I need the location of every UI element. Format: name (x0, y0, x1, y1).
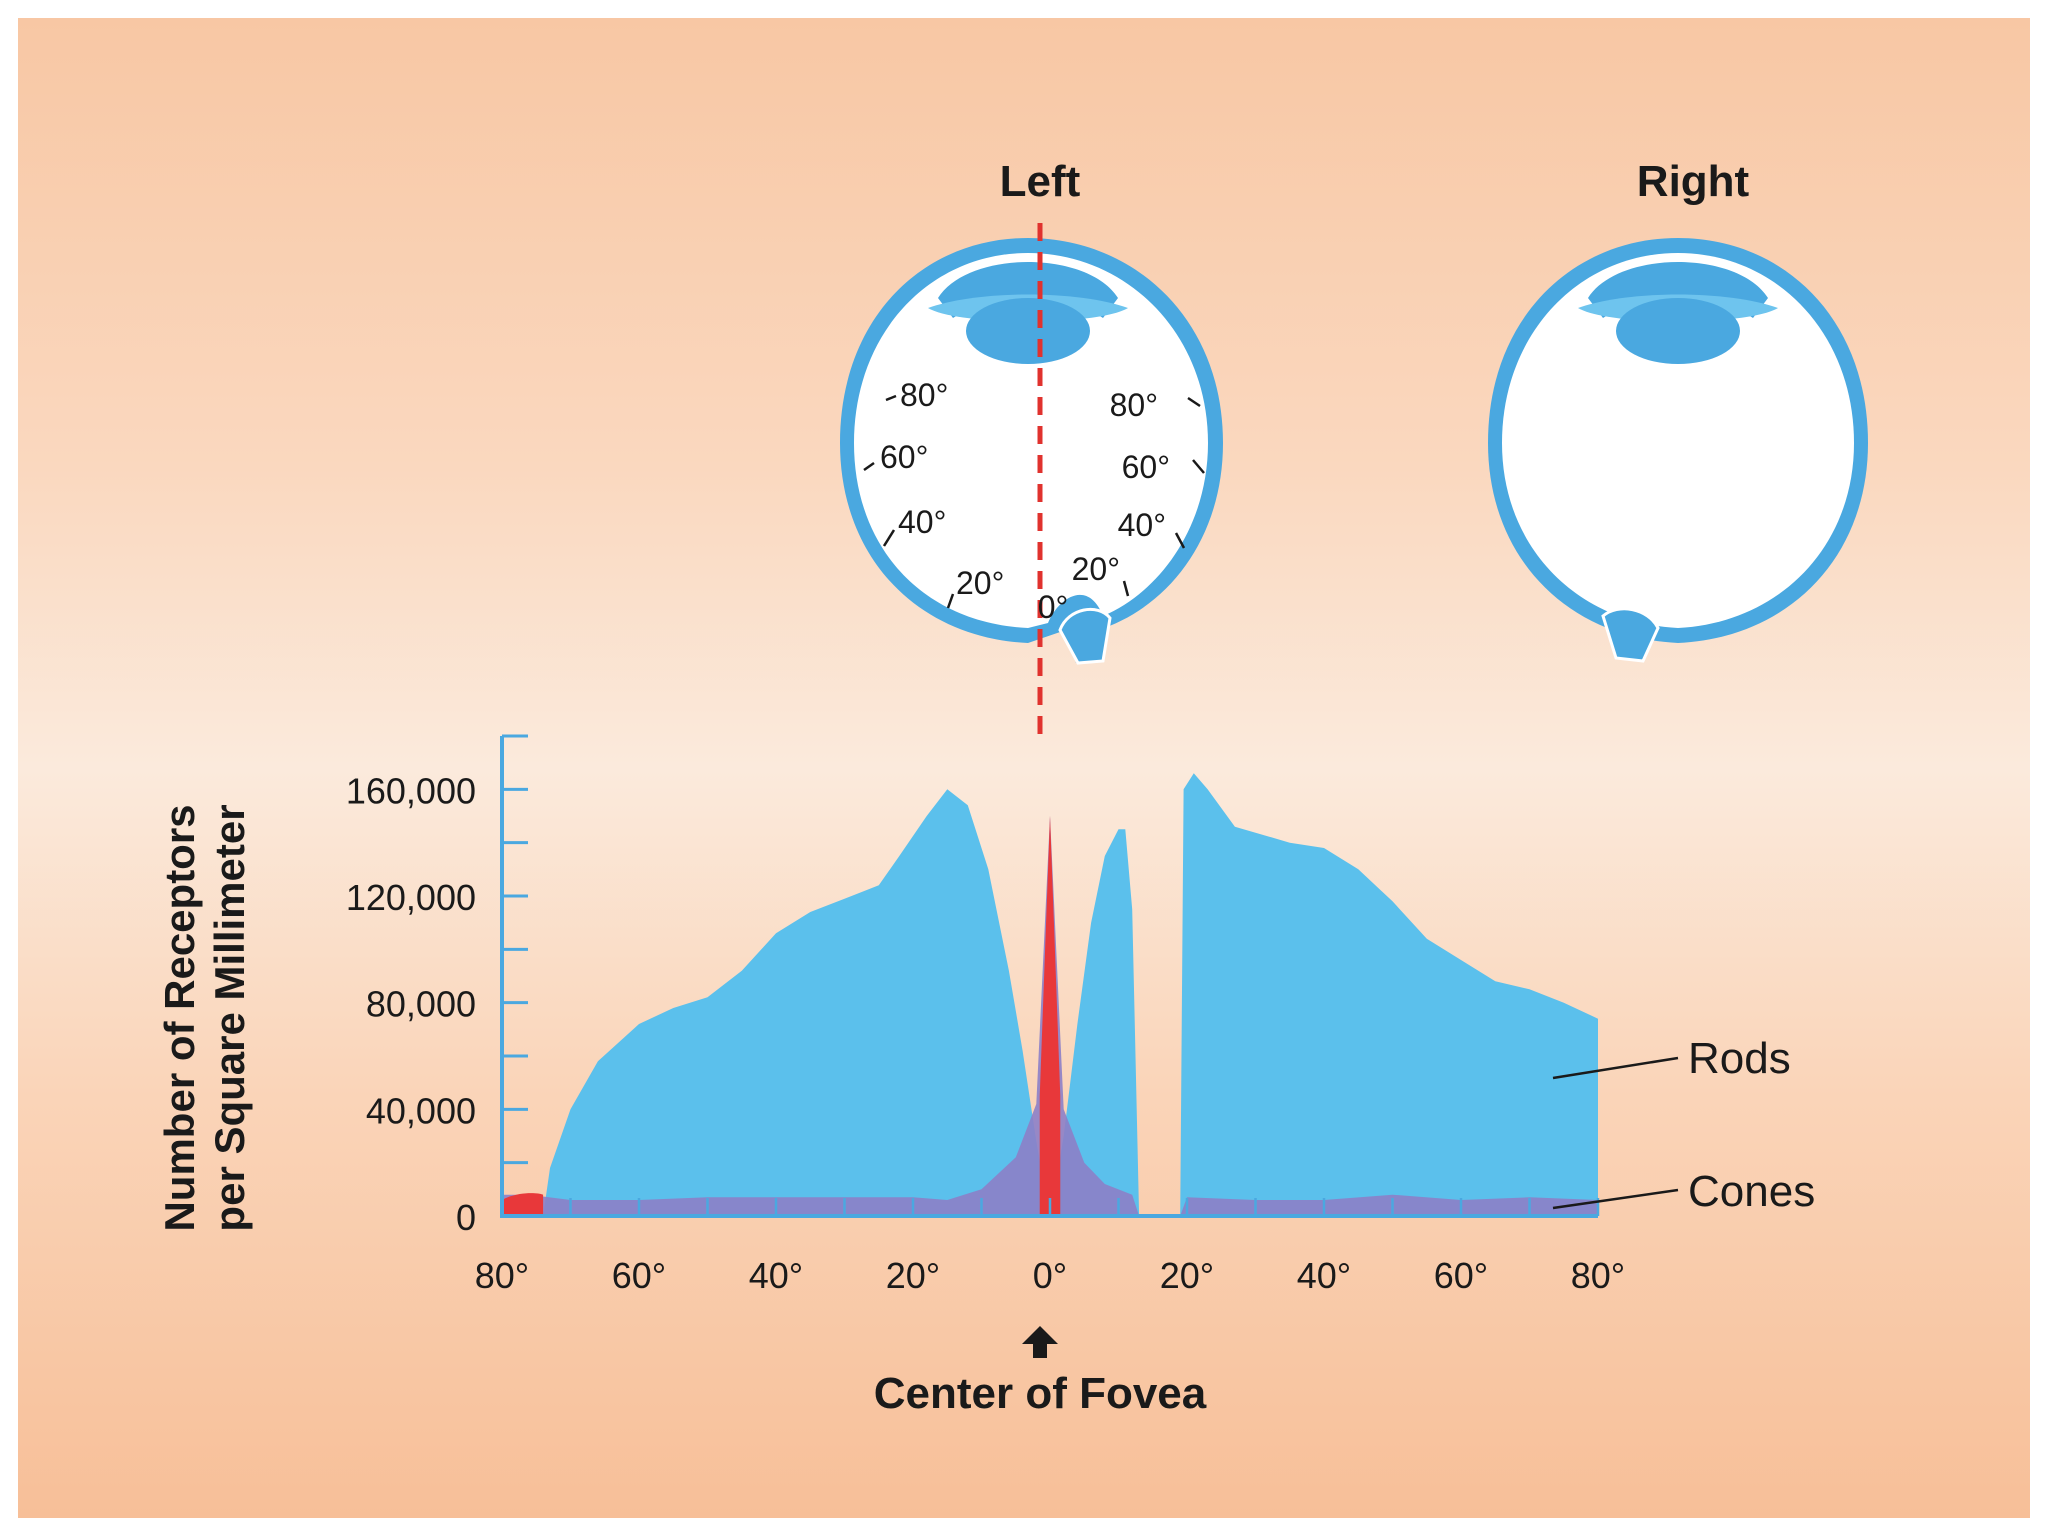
left-eye-label-80-left: 80° (900, 377, 948, 413)
left-eye-label-40-right: 40° (1118, 507, 1166, 543)
y-axis-label-line1: Number of Receptors (156, 804, 203, 1231)
cones-label: Cones (1688, 1167, 1815, 1216)
right-eye-interior (1502, 253, 1854, 628)
x-tick-label: 60° (1434, 1255, 1488, 1296)
rods-label: Rods (1688, 1034, 1791, 1083)
left-eye-diagram: 80° 60° 40° 20° 80° 60° 40° 20° 0° (840, 223, 1223, 738)
y-tick-label: 120,000 (346, 877, 476, 918)
x-tick-label: 20° (1160, 1255, 1214, 1296)
x-tick-label: 20° (886, 1255, 940, 1296)
x-tick-label: 60° (612, 1255, 666, 1296)
right-eye-lens (1616, 298, 1740, 364)
cones-area-right (1180, 1194, 1598, 1216)
figure-panel: 80° 60° 40° 20° 80° 60° 40° 20° 0° Left … (18, 18, 2030, 1518)
figure-svg: 80° 60° 40° 20° 80° 60° 40° 20° 0° Left … (156, 157, 1868, 1418)
left-eye-label-80-right: 80° (1110, 387, 1158, 423)
rods-leader-line (1552, 1056, 1679, 1080)
axes-layer (500, 734, 1600, 1218)
left-eye-label-60-right: 60° (1122, 449, 1170, 485)
y-axis-label: Number of Receptors per Square Millimete… (156, 804, 253, 1231)
cones-tail-left (502, 1193, 544, 1216)
left-eye-label-60-left: 60° (880, 439, 928, 475)
left-eye-label-20-right: 20° (1072, 551, 1120, 587)
y-tick-label: 40,000 (366, 1090, 476, 1131)
x-tick-label: 40° (1297, 1255, 1351, 1296)
y-tick-label: 160,000 (346, 770, 476, 811)
cones-leader-line (1552, 1188, 1679, 1210)
left-eye-label-20-left: 20° (956, 565, 1004, 601)
left-eye-optic-nerve (1058, 608, 1112, 665)
annotations-layer: Rods Cones Center of Fovea (874, 1034, 1815, 1418)
left-eye-title: Left (1000, 157, 1081, 206)
cones-area-left (502, 816, 1140, 1216)
right-eye-title: Right (1637, 157, 1750, 206)
x-axis-label: Center of Fovea (874, 1369, 1207, 1418)
y-tick-label: 80,000 (366, 984, 476, 1025)
right-eye-cornea (1588, 262, 1768, 318)
left-eye-cornea (938, 262, 1118, 318)
left-eye-label-0: 0° (1038, 589, 1069, 625)
x-tick-label: 0° (1033, 1255, 1067, 1296)
y-tick-label: 0 (456, 1197, 476, 1238)
up-arrow-icon (1022, 1326, 1058, 1358)
series-layer (502, 773, 1598, 1216)
rods-area (502, 773, 1598, 1216)
left-eye-label-40-left: 40° (898, 504, 946, 540)
right-eye-optic-nerve (1601, 607, 1660, 663)
left-eye-interior (854, 253, 1208, 628)
y-axis-label-line2: per Square Millimeter (206, 804, 253, 1231)
left-eye-lens (966, 298, 1090, 364)
left-eye-tick-marks (863, 394, 1205, 609)
right-eye-diagram (1488, 238, 1868, 663)
tick-labels-layer: 0 40,000 80,000 120,000 160,000 80° 60° 40° 20° 0… (346, 770, 1625, 1296)
receptor-density-chart: 0 40,000 80,000 120,000 160,000 80° 60° 40° 20° 0… (156, 734, 1815, 1418)
cones-fovea-peak (1039, 816, 1061, 1216)
x-tick-label: 40° (749, 1255, 803, 1296)
x-tick-label: 80° (475, 1255, 529, 1296)
x-tick-label: 80° (1571, 1255, 1625, 1296)
